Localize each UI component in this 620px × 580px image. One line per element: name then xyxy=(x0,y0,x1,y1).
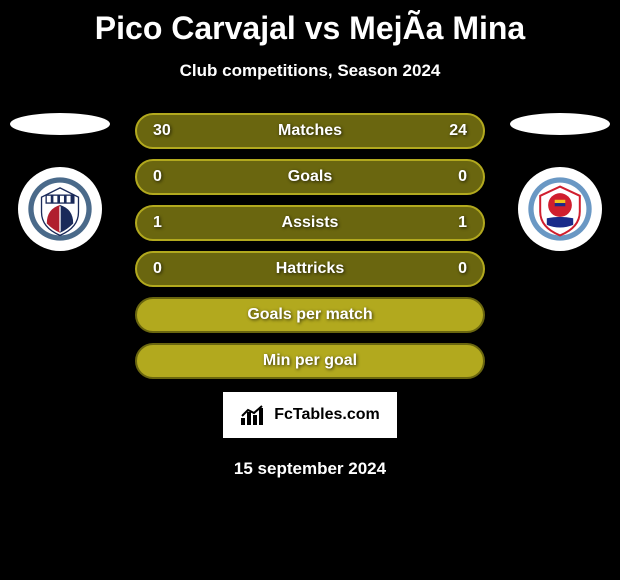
stat-right-value: 24 xyxy=(427,122,467,140)
date-line: 15 september 2024 xyxy=(0,459,620,479)
stat-row-matches: 30Matches24 xyxy=(135,113,485,149)
stat-row-goals-per-match: Goals per match xyxy=(135,297,485,333)
left-player-column xyxy=(10,113,110,251)
stat-label: Goals per match xyxy=(193,306,427,324)
stat-right-value: 0 xyxy=(427,168,467,186)
right-team-crest xyxy=(518,167,602,251)
stat-left-value: 1 xyxy=(153,214,193,232)
brand-box: FcTables.com xyxy=(220,389,400,441)
stat-label: Min per goal xyxy=(193,352,427,370)
fortaleza-crest-icon xyxy=(27,176,93,242)
stat-right-value: 1 xyxy=(427,214,467,232)
left-player-silhouette xyxy=(10,113,110,135)
fctables-logo-icon xyxy=(240,404,268,426)
brand-text: FcTables.com xyxy=(274,406,380,424)
comparison-area: 30Matches240Goals01Assists10Hattricks0Go… xyxy=(0,113,620,479)
stat-left-value: 0 xyxy=(153,168,193,186)
left-team-crest xyxy=(18,167,102,251)
stat-right-value: 0 xyxy=(427,260,467,278)
stat-row-goals: 0Goals0 xyxy=(135,159,485,195)
page-title: Pico Carvajal vs MejÃ­a Mina xyxy=(0,0,620,47)
stats-rows: 30Matches240Goals01Assists10Hattricks0Go… xyxy=(135,113,485,379)
stat-row-hattricks: 0Hattricks0 xyxy=(135,251,485,287)
stat-label: Goals xyxy=(193,168,427,186)
stat-row-assists: 1Assists1 xyxy=(135,205,485,241)
stat-label: Matches xyxy=(193,122,427,140)
right-player-column xyxy=(510,113,610,251)
stat-row-min-per-goal: Min per goal xyxy=(135,343,485,379)
page-subtitle: Club competitions, Season 2024 xyxy=(0,61,620,81)
right-player-silhouette xyxy=(510,113,610,135)
stat-label: Hattricks xyxy=(193,260,427,278)
pasto-crest-icon xyxy=(527,176,593,242)
stat-label: Assists xyxy=(193,214,427,232)
stat-left-value: 0 xyxy=(153,260,193,278)
stat-left-value: 30 xyxy=(153,122,193,140)
